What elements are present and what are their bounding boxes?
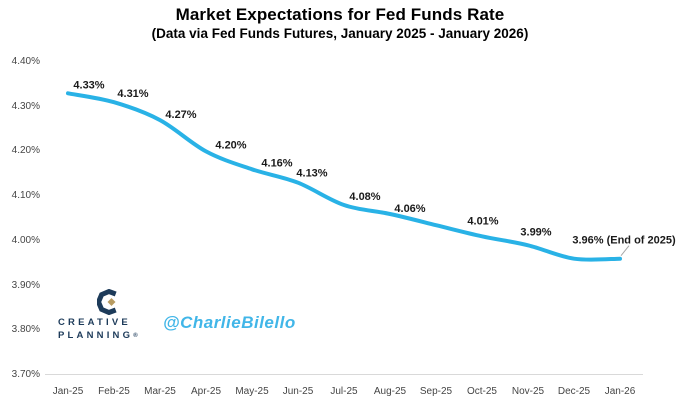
- x-axis-tick-label: May-25: [235, 386, 269, 397]
- x-axis-tick-label: Apr-25: [190, 386, 221, 397]
- x-axis-tick-label: Dec-25: [557, 386, 591, 397]
- data-point-label: 4.16%: [261, 157, 292, 169]
- x-axis-tick-label: Jan-25: [52, 386, 84, 397]
- y-axis-tick-label: 4.30%: [11, 100, 40, 112]
- twitter-handle: @CharlieBilello: [163, 313, 296, 332]
- x-axis-tick-label: Oct-25: [466, 386, 497, 397]
- x-axis-tick-label: Jun-25: [282, 386, 314, 397]
- chart-title: Market Expectations for Fed Funds Rate: [175, 5, 505, 24]
- data-point-label: 4.33%: [73, 79, 104, 91]
- data-point-label: 4.13%: [296, 168, 327, 180]
- fed-funds-rate-line: [66, 91, 622, 262]
- x-axis-tick-label: Jul-25: [330, 386, 358, 397]
- data-point-label: 4.06%: [394, 203, 425, 215]
- data-point-label: 4.01%: [467, 215, 498, 227]
- brand-name-line1: CREATIVE: [58, 317, 131, 328]
- x-axis-tick-label: Jan-26: [604, 386, 636, 397]
- registered-trademark-mark: ®: [133, 332, 138, 339]
- x-axis-tick-label: Mar-25: [144, 386, 176, 397]
- creative-planning-logo-icon: [97, 289, 118, 315]
- data-point-label: 3.96% (End of 2025): [572, 235, 676, 247]
- chart-subtitle: (Data via Fed Funds Futures, January 202…: [151, 26, 529, 41]
- x-axis-tick-label: Aug-25: [373, 386, 407, 397]
- brand-name-line2: PLANNING®: [58, 329, 138, 341]
- y-axis-tick-label: 3.90%: [11, 279, 40, 291]
- end-label-leader-line: [620, 245, 630, 256]
- y-axis-tick-label: 4.10%: [11, 190, 40, 202]
- y-axis-tick-label: 4.40%: [11, 56, 40, 67]
- y-axis-tick-label: 3.70%: [11, 368, 40, 380]
- x-axis-line: [45, 374, 643, 375]
- data-point-label: 3.99%: [520, 226, 551, 238]
- data-point-label: 4.27%: [165, 109, 196, 121]
- y-axis-tick-label: 3.80%: [11, 324, 40, 336]
- data-point-label: 4.31%: [117, 88, 148, 100]
- x-axis-tick-label: Feb-25: [98, 386, 130, 397]
- data-point-label: 4.08%: [349, 191, 380, 203]
- y-axis-tick-label: 4.00%: [11, 234, 40, 246]
- x-axis-tick-label: Nov-25: [511, 386, 545, 397]
- data-point-label: 4.20%: [215, 139, 246, 151]
- y-axis-tick-label: 4.20%: [11, 145, 40, 157]
- x-axis-tick-label: Sep-25: [419, 386, 453, 397]
